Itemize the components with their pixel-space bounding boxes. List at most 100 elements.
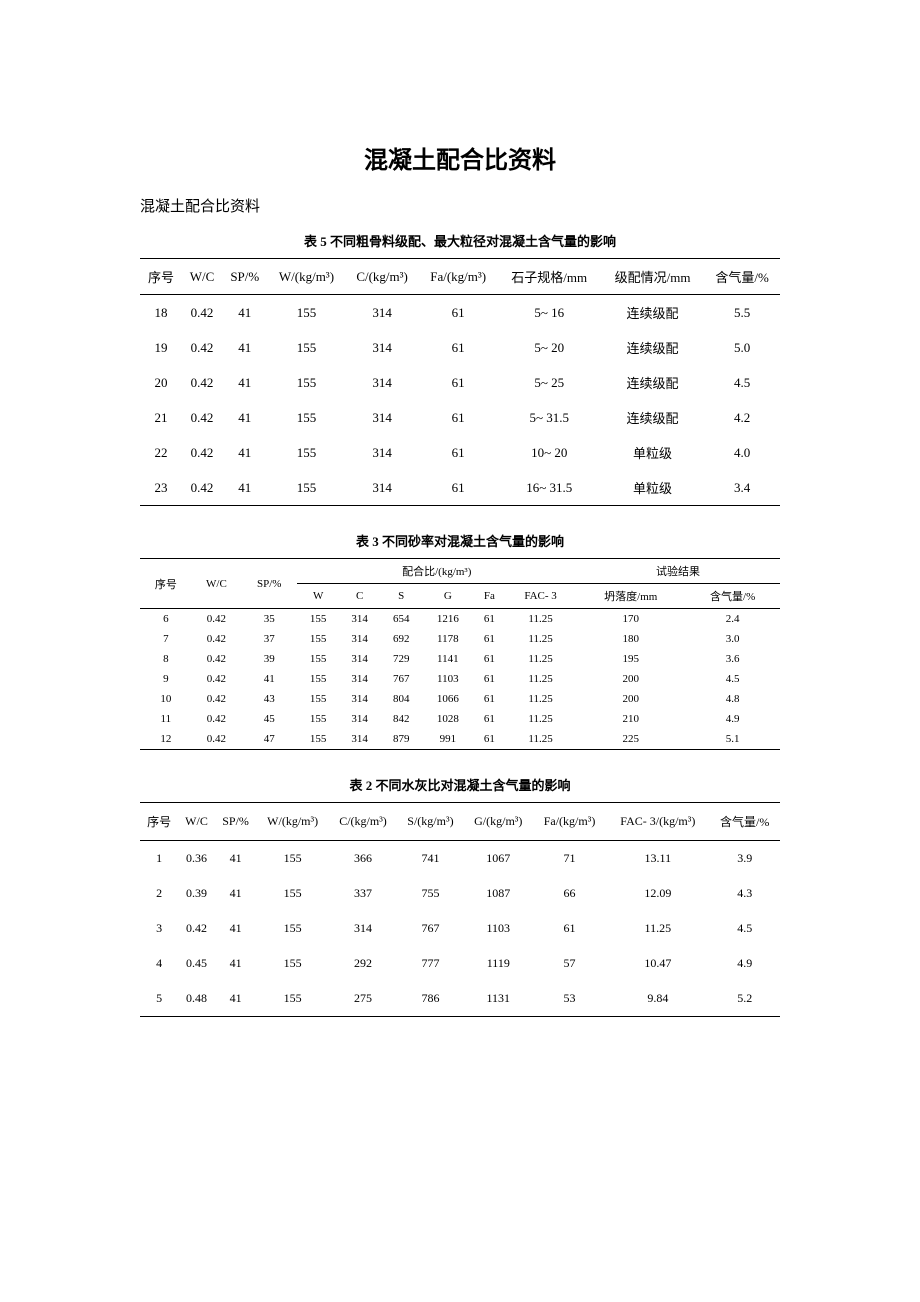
cell: 61 [474,609,505,630]
cell: 61 [533,911,606,946]
cell: 41 [222,400,267,435]
cell: 1119 [464,946,533,981]
table-row: 100.424315531480410666111.252004.8 [140,689,780,709]
table5: 序号 W/C SP/% W/(kg/m³) C/(kg/m³) Fa/(kg/m… [140,258,780,506]
cell: 314 [339,669,381,689]
cell: 4.5 [685,669,780,689]
cell: 767 [397,911,464,946]
cell: 39 [241,649,297,669]
cell: 180 [576,629,685,649]
cell: 314 [339,689,381,709]
cell: 195 [576,649,685,669]
cell: 41 [222,365,267,400]
cell: 71 [533,841,606,877]
cell: 200 [576,689,685,709]
cell: 0.42 [192,709,241,729]
table3: 序号 W/C SP/% 配合比/(kg/m³) 试验结果 W C S G Fa … [140,558,780,750]
table-row: 40.454115529277711195710.474.9 [140,946,780,981]
cell: 314 [345,330,418,365]
th: 含气量/% [685,584,780,609]
th: 试验结果 [576,559,780,584]
table-row: 190.4241155314615~ 20连续级配5.0 [140,330,780,365]
cell: 2.4 [685,609,780,630]
cell: 0.36 [178,841,215,877]
cell: 366 [329,841,397,877]
cell: 8 [140,649,192,669]
cell: 61 [474,689,505,709]
table-row: 90.424115531476711036111.252004.5 [140,669,780,689]
cell: 1178 [422,629,474,649]
cell: 11.25 [505,649,576,669]
cell: 170 [576,609,685,630]
cell: 767 [380,669,422,689]
th: W/(kg/m³) [256,803,329,841]
cell: 11.25 [505,609,576,630]
cell: 连续级配 [601,400,704,435]
table-row: 80.423915531472911416111.251953.6 [140,649,780,669]
th: W/C [192,559,241,609]
cell: 337 [329,876,397,911]
table-row: 50.48411552757861131539.845.2 [140,981,780,1017]
cell: 275 [329,981,397,1017]
cell: 41 [222,435,267,470]
cell: 13.11 [606,841,709,877]
cell: 155 [268,400,346,435]
cell: 41 [215,981,257,1017]
cell: 741 [397,841,464,877]
cell: 0.42 [192,629,241,649]
th: Fa/(kg/m³) [419,259,498,295]
table-row: 180.4241155314615~ 16连续级配5.5 [140,295,780,331]
cell: 0.42 [182,295,222,331]
cell: 4.8 [685,689,780,709]
cell: 5.1 [685,729,780,750]
main-title: 混凝土配合比资料 [140,140,780,175]
cell: 692 [380,629,422,649]
cell: 1103 [422,669,474,689]
cell: 61 [419,365,498,400]
cell: 61 [419,470,498,506]
cell: 155 [268,330,346,365]
cell: 155 [297,729,339,750]
cell: 991 [422,729,474,750]
cell: 47 [241,729,297,750]
cell: 4.9 [685,709,780,729]
th: W [297,584,339,609]
cell: 842 [380,709,422,729]
cell: 61 [419,330,498,365]
th: 序号 [140,559,192,609]
cell: 5 [140,981,178,1017]
cell: 314 [339,729,381,750]
cell: 0.42 [182,330,222,365]
cell: 1103 [464,911,533,946]
th: Fa [474,584,505,609]
cell: 786 [397,981,464,1017]
cell: 5~ 16 [498,295,601,331]
cell: 41 [222,330,267,365]
cell: 3 [140,911,178,946]
cell: 5~ 31.5 [498,400,601,435]
cell: 35 [241,609,297,630]
cell: 314 [345,470,418,506]
cell: 314 [339,649,381,669]
th: C/(kg/m³) [329,803,397,841]
cell: 155 [256,981,329,1017]
cell: 0.42 [182,400,222,435]
cell: 314 [345,365,418,400]
cell: 11 [140,709,192,729]
table5-caption: 表 5 不同粗骨料级配、最大粒径对混凝土含气量的影响 [140,231,780,250]
table-row: 230.42411553146116~ 31.5单粒级3.4 [140,470,780,506]
cell: 61 [419,295,498,331]
table3-caption: 表 3 不同砂率对混凝土含气量的影响 [140,531,780,550]
subtitle: 混凝土配合比资料 [140,195,780,216]
cell: 314 [345,435,418,470]
cell: 11.25 [505,689,576,709]
cell: 11.25 [505,669,576,689]
cell: 3.9 [709,841,780,877]
cell: 11.25 [505,629,576,649]
cell: 155 [297,629,339,649]
cell: 11.25 [505,729,576,750]
cell: 0.42 [192,669,241,689]
th: 石子规格/mm [498,259,601,295]
cell: 314 [345,400,418,435]
table2: 序号 W/C SP/% W/(kg/m³) C/(kg/m³) S/(kg/m³… [140,802,780,1017]
